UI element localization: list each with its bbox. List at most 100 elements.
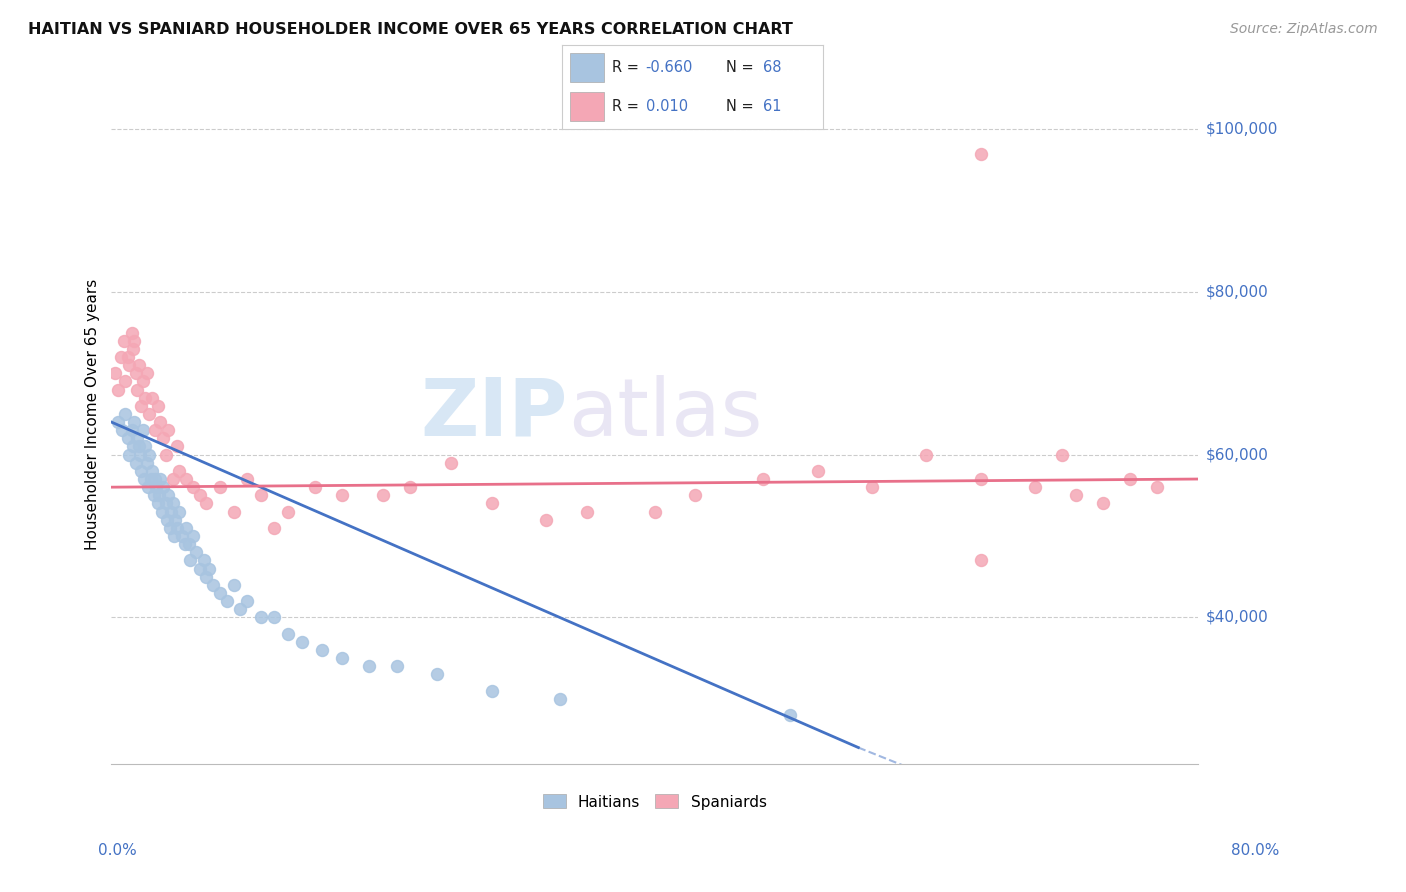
Point [134, 440, 156, 454]
Point [166, 521, 188, 535]
Point [860, 480, 883, 494]
Point [969, 146, 991, 161]
Point [118, 448, 141, 462]
Point [114, 375, 136, 389]
Point [128, 358, 150, 372]
Point [440, 456, 463, 470]
Point [148, 488, 170, 502]
Point [193, 553, 215, 567]
Point [236, 472, 259, 486]
Text: $100,000: $100,000 [1206, 121, 1278, 136]
Point [277, 626, 299, 640]
Text: HAITIAN VS SPANIARD HOUSEHOLDER INCOME OVER 65 YEARS CORRELATION CHART: HAITIAN VS SPANIARD HOUSEHOLDER INCOME O… [28, 22, 793, 37]
Text: atlas: atlas [568, 375, 762, 453]
Point [181, 480, 204, 494]
Point [779, 708, 801, 723]
Point [179, 553, 201, 567]
Point [249, 488, 271, 502]
Point [181, 529, 204, 543]
Point [685, 488, 707, 502]
Point [138, 407, 160, 421]
Point [969, 553, 991, 567]
Point [162, 496, 184, 510]
Point [114, 407, 136, 421]
Point [141, 391, 163, 405]
Point [188, 561, 211, 575]
Point [121, 326, 143, 340]
Point [143, 423, 166, 437]
Point [112, 334, 135, 348]
Text: 80.0%: 80.0% [1232, 843, 1279, 858]
Point [135, 456, 157, 470]
Point [209, 480, 232, 494]
Point [215, 594, 238, 608]
Point [111, 423, 134, 437]
Point [136, 480, 159, 494]
Point [426, 667, 449, 681]
Text: ZIP: ZIP [420, 375, 568, 453]
Point [125, 366, 148, 380]
Point [1024, 480, 1046, 494]
Point [129, 464, 152, 478]
Point [141, 464, 163, 478]
Point [142, 488, 165, 502]
Point [1091, 496, 1114, 510]
Point [146, 399, 169, 413]
Point [177, 537, 200, 551]
Point [121, 423, 143, 437]
Point [156, 513, 179, 527]
Point [169, 505, 191, 519]
Point [139, 472, 162, 486]
Point [107, 383, 129, 397]
Point [110, 350, 132, 364]
Y-axis label: Householder Income Over 65 years: Householder Income Over 65 years [86, 278, 100, 549]
Point [149, 415, 172, 429]
Point [107, 415, 129, 429]
Point [481, 683, 503, 698]
Point [359, 659, 381, 673]
Point [290, 634, 312, 648]
Point [534, 513, 557, 527]
Point [188, 488, 211, 502]
Point [311, 643, 333, 657]
Point [155, 496, 177, 510]
Point [249, 610, 271, 624]
Point [385, 659, 408, 673]
Point [149, 472, 172, 486]
FancyBboxPatch shape [571, 92, 605, 120]
Point [330, 651, 353, 665]
Text: $80,000: $80,000 [1206, 285, 1268, 300]
Point [1146, 480, 1168, 494]
Point [169, 464, 191, 478]
Point [173, 537, 195, 551]
Point [124, 334, 146, 348]
FancyBboxPatch shape [571, 54, 605, 82]
Point [127, 383, 149, 397]
Point [162, 472, 184, 486]
Legend: Haitians, Spaniards: Haitians, Spaniards [537, 789, 773, 815]
Point [124, 415, 146, 429]
Point [138, 448, 160, 462]
Point [143, 472, 166, 486]
Point [122, 342, 145, 356]
Text: R =: R = [612, 99, 648, 114]
Point [263, 610, 285, 624]
Point [128, 440, 150, 454]
Text: Source: ZipAtlas.com: Source: ZipAtlas.com [1230, 22, 1378, 37]
Point [157, 488, 180, 502]
Point [155, 448, 177, 462]
Text: N =: N = [727, 99, 758, 114]
Point [165, 513, 187, 527]
Text: 0.0%: 0.0% [98, 843, 138, 858]
Point [209, 586, 232, 600]
Point [548, 691, 571, 706]
Point [146, 496, 169, 510]
Point [969, 472, 991, 486]
Point [198, 561, 221, 575]
Point [174, 521, 197, 535]
Point [222, 578, 245, 592]
Text: $40,000: $40,000 [1206, 610, 1268, 625]
Point [163, 529, 186, 543]
Point [129, 399, 152, 413]
Point [145, 480, 167, 494]
